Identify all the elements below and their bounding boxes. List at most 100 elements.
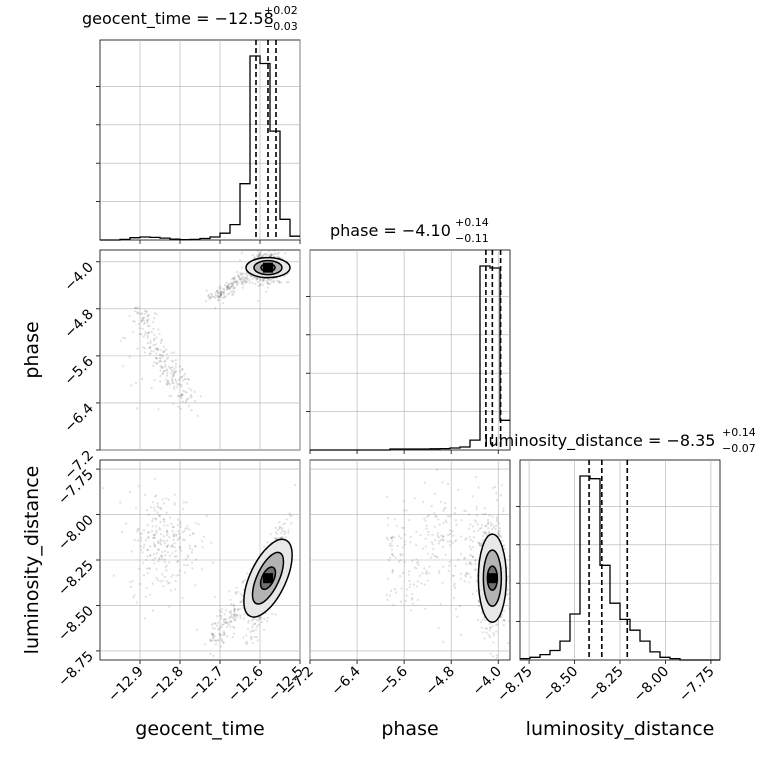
scatter-point xyxy=(223,288,226,291)
scatter-point xyxy=(435,515,438,518)
scatter-point xyxy=(256,280,259,284)
scatter-point xyxy=(222,618,225,621)
scatter-point xyxy=(243,579,246,582)
scatter-point xyxy=(403,543,406,546)
scatter-point xyxy=(149,341,152,344)
ytick-label-phase: −6.4 xyxy=(61,400,96,435)
scatter-point xyxy=(451,530,454,533)
scatter-point xyxy=(231,282,234,285)
scatter-point xyxy=(190,395,193,398)
scatter-point xyxy=(474,559,477,563)
scatter-point xyxy=(159,543,163,546)
scatter-point xyxy=(233,626,236,629)
scatter-point xyxy=(221,302,225,305)
scatter-point xyxy=(270,281,273,284)
scatter-point xyxy=(400,537,403,540)
scatter-point xyxy=(251,281,254,284)
scatter-point xyxy=(393,518,396,521)
scatter-point xyxy=(474,558,477,562)
scatter-point xyxy=(260,254,263,257)
scatter-point xyxy=(175,382,178,385)
contour-peak-geocent_time-luminosity_distance xyxy=(263,573,273,584)
scatter-point xyxy=(159,359,162,362)
scatter-point xyxy=(141,377,144,380)
scatter-point xyxy=(180,383,183,386)
scatter-point xyxy=(173,503,176,506)
scatter-point xyxy=(212,639,215,642)
scatter-point xyxy=(154,343,157,346)
scatter-point xyxy=(235,616,238,619)
scatter-point xyxy=(165,580,168,583)
scatter-point xyxy=(172,532,175,536)
scatter-point xyxy=(231,635,234,639)
scatter-point xyxy=(162,370,166,373)
scatter-point xyxy=(230,281,233,284)
scatter-point xyxy=(153,544,157,547)
scatter-point xyxy=(442,545,445,549)
scatter-point xyxy=(403,533,407,536)
scatter-point xyxy=(438,523,441,526)
scatter-point xyxy=(217,295,220,299)
scatter-point xyxy=(242,636,245,639)
scatter-point xyxy=(471,592,474,595)
scatter-point xyxy=(255,276,258,280)
scatter-point xyxy=(179,525,182,528)
scatter-point xyxy=(455,607,458,611)
scatter-point xyxy=(152,558,155,562)
scatter-point xyxy=(158,353,161,356)
scatter-point xyxy=(173,371,176,374)
scatter-point xyxy=(256,639,259,642)
scatter-point xyxy=(402,572,405,575)
scatter-point xyxy=(471,540,475,543)
scatter-point xyxy=(181,393,184,396)
scatter-point xyxy=(415,558,418,561)
scatter-point xyxy=(153,477,156,480)
scatter-point xyxy=(241,286,244,289)
scatter-point xyxy=(172,374,175,377)
scatter-point xyxy=(264,612,267,615)
scatter-point xyxy=(442,565,445,568)
scatter-point xyxy=(129,580,132,584)
scatter-point xyxy=(259,253,262,256)
scatter-point xyxy=(186,525,189,528)
scatter-point xyxy=(239,614,242,617)
scatter-point xyxy=(172,381,175,384)
scatter-point xyxy=(240,273,243,276)
scatter-point xyxy=(157,560,160,563)
xtick-label-phase: −6.4 xyxy=(329,663,364,698)
scatter-point xyxy=(463,580,466,583)
scatter-point xyxy=(191,548,194,551)
scatter-point xyxy=(180,395,183,398)
scatter-point xyxy=(162,351,166,354)
scatter-point xyxy=(501,484,504,487)
scatter-point xyxy=(171,544,174,548)
scatter-point xyxy=(172,526,175,529)
scatter-point xyxy=(229,625,232,628)
scatter-point xyxy=(433,492,436,496)
scatter-point xyxy=(180,396,183,399)
scatter-point xyxy=(495,630,498,633)
scatter-point xyxy=(133,320,136,323)
scatter-point xyxy=(145,310,148,313)
scatter-point xyxy=(415,530,418,533)
scatter-point xyxy=(287,531,290,534)
scatter-point xyxy=(453,582,456,586)
scatter-point xyxy=(261,279,264,282)
scatter-point xyxy=(148,347,151,350)
scatter-point xyxy=(171,379,174,382)
scatter-point xyxy=(442,535,445,538)
scatter-point xyxy=(424,545,427,548)
scatter-point xyxy=(194,521,197,525)
scatter-point xyxy=(255,278,258,281)
scatter-point xyxy=(158,558,161,561)
scatter-point xyxy=(474,562,477,566)
scatter-point xyxy=(233,290,236,294)
scatter-point xyxy=(465,563,468,566)
scatter-point xyxy=(437,627,440,630)
scatter-point xyxy=(155,312,158,316)
scatter-point xyxy=(426,579,429,582)
scatter-point xyxy=(167,498,170,501)
scatter-point xyxy=(158,527,161,530)
scatter-point xyxy=(454,507,457,510)
scatter-point xyxy=(176,386,179,389)
